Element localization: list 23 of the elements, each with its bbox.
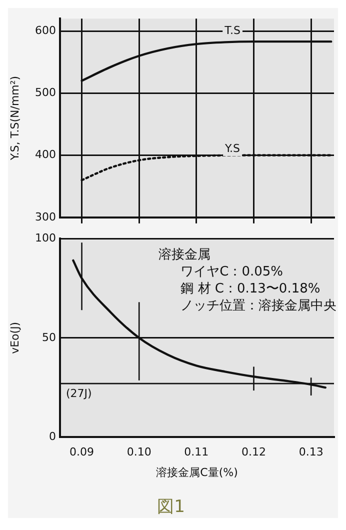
annotation: Y.S — [224, 142, 240, 155]
y-tick-label: 500 — [35, 86, 56, 100]
y-axis-title: vEo(J) — [8, 322, 22, 354]
annotation: T.S — [224, 24, 240, 37]
x-tick-label: 0.12 — [242, 446, 266, 459]
annotation: ワイヤC：0.05% — [180, 264, 284, 280]
x-tick-label: 0.09 — [70, 446, 94, 459]
text: 図1 — [157, 497, 185, 518]
y-tick-label: 400 — [35, 148, 56, 162]
annotation: 溶接金属 — [158, 246, 211, 262]
x-tick-label: 0.11 — [184, 446, 209, 459]
annotation: 鋼 材 C：0.13〜0.18% — [180, 281, 320, 296]
y-tick-label: 100 — [35, 231, 56, 244]
y-tick-label: 600 — [35, 24, 56, 37]
y-tick-label: 50 — [42, 330, 56, 344]
x-tick-label: 0.10 — [126, 446, 152, 459]
ref-line-label: (27J) — [66, 386, 92, 400]
x-tick-label: 0.13 — [298, 446, 324, 459]
y-axis-title: Y.S, T.S(N/mm²) — [8, 76, 22, 162]
y-tick-label: 0 — [49, 430, 56, 444]
y-tick-label: 300 — [35, 210, 56, 224]
x-axis-title: 溶接金属C量(%) — [156, 466, 238, 479]
annotation: ノッチ位置：溶接金属中央 — [180, 297, 337, 314]
